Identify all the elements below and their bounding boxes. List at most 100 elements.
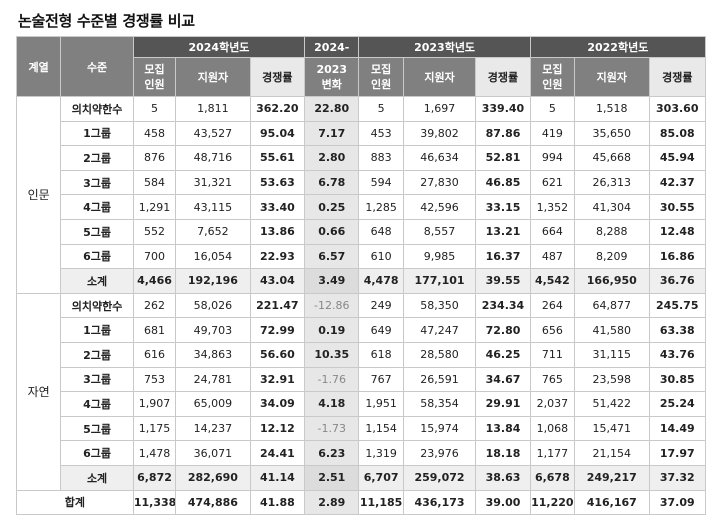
table-row: 6그룹 700 16,054 22.93 6.57 610 9,985 16.37 487 8,2… <box>17 243 707 270</box>
table-row: 5그룹 1,175 14,237 12.12 -1.73 1,154 15,974 13.84… <box>17 415 707 442</box>
value-cell: 48,716 <box>175 145 251 171</box>
value-cell: 616 <box>132 341 177 368</box>
change-cell: 3.49 <box>304 268 360 294</box>
ratio-cell: 52.81 <box>475 145 531 171</box>
level-label: 2그룹 <box>60 341 134 368</box>
header-change-top: 2024- <box>304 36 360 58</box>
table-row: 3그룹 584 31,321 53.63 6.78 594 27,830 46.85 621 26… <box>17 169 707 196</box>
group-label: 자연 <box>15 292 62 491</box>
ratio-cell: 16.86 <box>648 243 707 270</box>
value-cell: 700 <box>132 243 177 270</box>
value-cell: 994 <box>529 145 576 171</box>
total-label: 합계 <box>16 489 134 516</box>
ratio-cell: 30.55 <box>648 194 707 220</box>
value-cell: 621 <box>529 169 576 196</box>
ratio-cell: 13.86 <box>249 218 306 245</box>
header-group: 계열 <box>15 36 62 97</box>
ratio-cell: 339.40 <box>475 96 531 122</box>
change-cell: -12.86 <box>304 292 360 319</box>
level-label: 5그룹 <box>60 218 134 245</box>
ratio-cell: 37.09 <box>648 489 707 516</box>
value-cell: 610 <box>358 243 404 270</box>
value-cell: 1,907 <box>132 391 177 417</box>
ratio-cell: 362.20 <box>249 96 306 122</box>
value-cell: 259,072 <box>402 464 477 491</box>
value-cell: 7,652 <box>175 218 251 245</box>
value-cell: 58,350 <box>402 292 477 319</box>
change-cell: 0.66 <box>304 218 360 245</box>
value-cell: 1,697 <box>402 96 477 122</box>
value-cell: 11,185 <box>358 489 404 516</box>
value-cell: 58,354 <box>402 391 477 417</box>
value-cell: 8,557 <box>402 218 477 245</box>
value-cell: 46,634 <box>402 145 477 171</box>
value-cell: 58,026 <box>175 292 251 319</box>
ratio-cell: 45.94 <box>648 145 707 171</box>
header-2024-applicants: 지원자 <box>175 57 251 97</box>
ratio-cell: 22.93 <box>249 243 306 270</box>
header-2024-quota: 모집 인원 <box>132 57 177 97</box>
ratio-cell: 29.91 <box>475 391 531 417</box>
ratio-cell: 41.14 <box>249 464 306 491</box>
ratio-cell: 87.86 <box>475 120 531 147</box>
level-label: 의치약한수 <box>60 96 134 122</box>
value-cell: 474,886 <box>175 489 251 516</box>
header-2022-quota: 모집 인원 <box>529 57 576 97</box>
ratio-cell: 37.32 <box>648 464 707 491</box>
value-cell: 34,863 <box>175 341 251 368</box>
value-cell: 43,115 <box>175 194 251 220</box>
header-2022: 2022학년도 <box>529 36 707 58</box>
value-cell: 41,580 <box>574 317 650 343</box>
table-row: 6그룹 1,478 36,071 24.41 6.23 1,319 23,976 18.18 1… <box>17 440 707 466</box>
page-title: 논술전형 수준별 경쟁률 비교 <box>18 12 195 30</box>
value-cell: 4,542 <box>529 268 576 294</box>
header-2023-applicants: 지원자 <box>402 57 477 97</box>
value-cell: 1,319 <box>358 440 404 466</box>
ratio-cell: 16.37 <box>475 243 531 270</box>
ratio-cell: 63.38 <box>648 317 707 343</box>
table-row: 2그룹 616 34,863 56.60 10.35 618 28,580 46.25 711 3… <box>17 341 707 368</box>
table-row: 4그룹 1,907 65,009 34.09 4.18 1,951 58,354 29.91 2… <box>17 391 707 417</box>
value-cell: 883 <box>358 145 404 171</box>
ratio-cell: 30.85 <box>648 366 707 393</box>
group-label: 인문 <box>15 96 62 294</box>
change-cell: 2.89 <box>304 489 360 516</box>
value-cell: 5 <box>132 96 177 122</box>
value-cell: 1,518 <box>574 96 650 122</box>
ratio-cell: 13.21 <box>475 218 531 245</box>
header-2023-ratio: 경쟁률 <box>475 57 531 97</box>
value-cell: 876 <box>132 145 177 171</box>
value-cell: 39,802 <box>402 120 477 147</box>
change-cell: 0.25 <box>304 194 360 220</box>
change-cell: 10.35 <box>304 341 360 368</box>
value-cell: 1,175 <box>132 415 177 442</box>
ratio-cell: 39.55 <box>475 268 531 294</box>
value-cell: 767 <box>358 366 404 393</box>
ratio-cell: 43.04 <box>249 268 306 294</box>
ratio-cell: 25.24 <box>648 391 707 417</box>
level-label: 6그룹 <box>60 243 134 270</box>
value-cell: 1,285 <box>358 194 404 220</box>
value-cell: 45,668 <box>574 145 650 171</box>
value-cell: 249,217 <box>574 464 650 491</box>
ratio-cell: 18.18 <box>475 440 531 466</box>
value-cell: 4,466 <box>132 268 177 294</box>
subtotal-row: 소계 4,466 192,196 43.04 3.49 4,478 177,101 39.55… <box>17 268 707 294</box>
value-cell: 1,291 <box>132 194 177 220</box>
value-cell: 1,177 <box>529 440 576 466</box>
ratio-cell: 46.25 <box>475 341 531 368</box>
level-label: 3그룹 <box>60 169 134 196</box>
ratio-cell: 12.12 <box>249 415 306 442</box>
value-cell: 656 <box>529 317 576 343</box>
value-cell: 5 <box>358 96 404 122</box>
value-cell: 249 <box>358 292 404 319</box>
value-cell: 9,985 <box>402 243 477 270</box>
header-2023-quota: 모집 인원 <box>358 57 404 97</box>
subtotal-label: 소계 <box>60 268 134 294</box>
ratio-cell: 34.67 <box>475 366 531 393</box>
subtotal-label: 소계 <box>60 464 134 491</box>
table-row: 1그룹 681 49,703 72.99 0.19 649 47,247 72.80 656 41… <box>17 317 707 343</box>
ratio-cell: 72.80 <box>475 317 531 343</box>
table-row: 2그룹 876 48,716 55.61 2.80 883 46,634 52.81 994 45… <box>17 145 707 171</box>
level-label: 의치약한수 <box>60 292 134 319</box>
